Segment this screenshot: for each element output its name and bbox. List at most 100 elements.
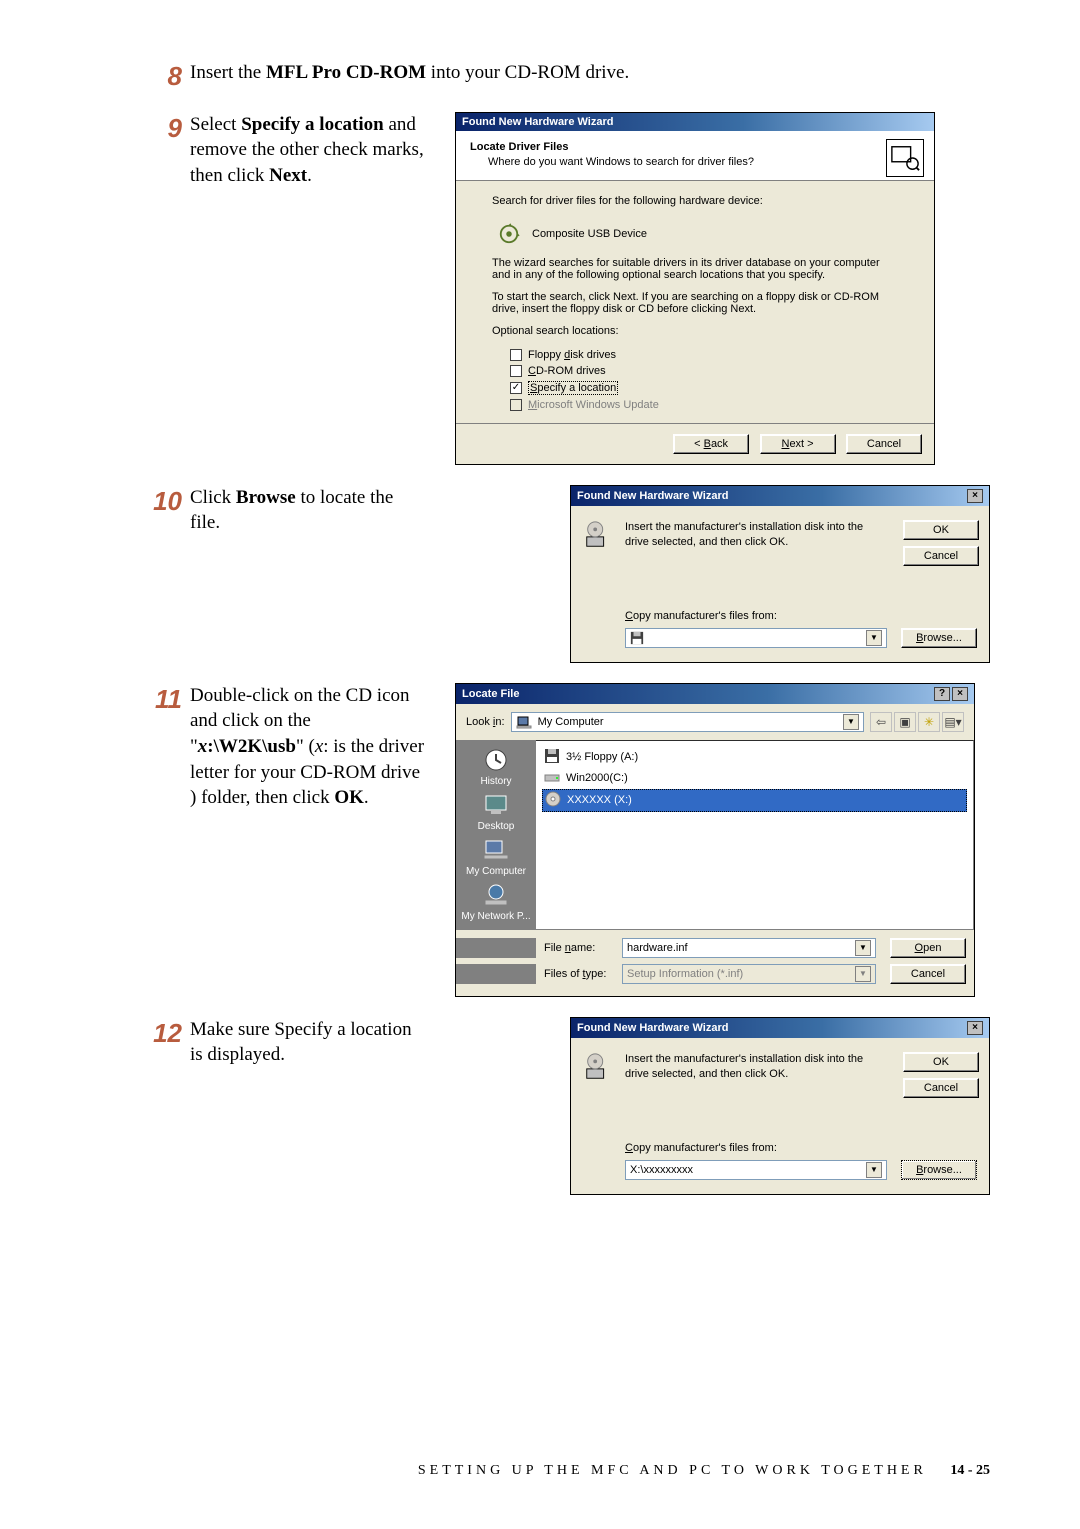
step-number: 11 <box>150 683 190 717</box>
checkbox-option: Microsoft Windows Update <box>492 397 898 413</box>
step-text: Select Specify a location and remove the… <box>190 112 425 465</box>
step-12: 12 Make sure Specify a location is displ… <box>150 1017 990 1195</box>
checkbox-label: Specify a location <box>528 381 618 395</box>
checkbox-option[interactable]: CD-ROM drives <box>492 363 898 379</box>
ok-button[interactable]: OK <box>903 1052 979 1072</box>
dialog-heading: Locate Driver Files <box>470 141 920 153</box>
ok-button[interactable]: OK <box>903 520 979 540</box>
views-icon[interactable]: ▤▾ <box>942 712 964 732</box>
close-icon[interactable]: × <box>967 489 983 503</box>
mycomputer-icon <box>479 836 513 864</box>
chevron-down-icon[interactable]: ▼ <box>855 940 871 956</box>
next-button[interactable]: Next > <box>760 434 836 454</box>
close-icon[interactable]: × <box>952 687 968 701</box>
disk-icon <box>583 520 613 550</box>
file-label: Win2000(C:) <box>566 772 628 784</box>
dialog-header: Locate Driver Files Where do you want Wi… <box>456 131 934 181</box>
chevron-down-icon[interactable]: ▼ <box>866 1162 882 1178</box>
device-icon <box>498 223 520 245</box>
filetype-combo[interactable]: Setup Information (*.inf)▼ <box>622 964 876 984</box>
cd-icon <box>545 791 561 810</box>
chevron-down-icon[interactable]: ▼ <box>866 630 882 646</box>
step-number: 12 <box>150 1017 190 1051</box>
cancel-button[interactable]: Cancel <box>846 434 922 454</box>
step-number: 8 <box>150 60 190 94</box>
step-number: 10 <box>150 485 190 519</box>
filename-label: File name: <box>544 942 614 954</box>
chevron-down-icon[interactable]: ▼ <box>843 714 859 730</box>
up-icon[interactable]: ▣ <box>894 712 916 732</box>
install-disk-dialog: Found New Hardware Wizard × Insert the m… <box>570 485 990 663</box>
network-icon <box>479 881 513 909</box>
file-label: 3½ Floppy (A:) <box>566 751 638 763</box>
file-item[interactable]: Win2000(C:) <box>542 768 967 789</box>
checkbox-icon <box>510 349 522 361</box>
device-name: Composite USB Device <box>532 228 647 240</box>
places-item[interactable]: My Network P... <box>461 881 530 922</box>
step-11: 11 Double-click on the CD icon and click… <box>150 683 990 997</box>
copy-from-label: Copy manufacturer's files from: <box>583 1142 977 1154</box>
optional-locations-label: Optional search locations: <box>492 325 898 337</box>
places-label: History <box>480 776 511 787</box>
checkbox-option[interactable]: ✓ Specify a location <box>492 379 898 397</box>
dialog-titlebar[interactable]: Found New Hardware Wizard × <box>571 486 989 506</box>
dialog-titlebar[interactable]: Found New Hardware Wizard × <box>571 1018 989 1038</box>
file-item[interactable]: XXXXXX (X:) <box>542 789 967 812</box>
wizard-p1: The wizard searches for suitable drivers… <box>492 257 898 281</box>
new-folder-icon[interactable]: ✳ <box>918 712 940 732</box>
dialog-titlebar[interactable]: Locate File ? × <box>456 684 974 704</box>
file-item[interactable]: 3½ Floppy (A:) <box>542 747 967 768</box>
page-number: 14 - 25 <box>950 1463 990 1478</box>
back-button[interactable]: < Back <box>673 434 749 454</box>
dialog-button-row: < Back Next > Cancel <box>456 423 934 464</box>
back-icon[interactable]: ⇦ <box>870 712 892 732</box>
cancel-button[interactable]: Cancel <box>903 1078 979 1098</box>
lookin-combo[interactable]: My Computer ▼ <box>511 712 864 732</box>
checkbox-option[interactable]: Floppy disk drives <box>492 347 898 363</box>
checkbox-label: Floppy disk drives <box>528 349 616 361</box>
dialog-titlebar[interactable]: Found New Hardware Wizard <box>456 113 934 131</box>
browse-button[interactable]: Browse... <box>901 1160 977 1180</box>
dialog-message: Insert the manufacturer's installation d… <box>625 520 885 550</box>
close-icon[interactable]: × <box>967 1021 983 1035</box>
desktop-icon <box>479 791 513 819</box>
footer-section: SETTING UP THE MFC AND PC TO WORK TOGETH… <box>418 1463 927 1478</box>
file-label: XXXXXX (X:) <box>567 794 632 806</box>
history-icon <box>479 746 513 774</box>
dialog-body: Search for driver files for the followin… <box>456 181 934 423</box>
copy-from-combo[interactable]: X:\xxxxxxxxx ▼ <box>625 1160 887 1180</box>
dialog-message: Insert the manufacturer's installation d… <box>625 1052 885 1082</box>
drive-icon <box>544 769 560 788</box>
places-item[interactable]: My Computer <box>466 836 526 877</box>
places-item[interactable]: History <box>479 746 513 787</box>
step-number: 9 <box>150 112 190 146</box>
search-label: Search for driver files for the followin… <box>492 195 898 207</box>
places-item[interactable]: Desktop <box>478 791 515 832</box>
copy-from-combo[interactable]: ▼ <box>625 628 887 648</box>
browse-button[interactable]: Browse... <box>901 628 977 648</box>
checkbox-label: CD-ROM drives <box>528 365 606 377</box>
cancel-button[interactable]: Cancel <box>890 964 966 984</box>
device-row: Composite USB Device <box>492 217 898 257</box>
mycomputer-icon <box>516 714 532 730</box>
help-icon[interactable]: ? <box>934 687 950 701</box>
page-footer: SETTING UP THE MFC AND PC TO WORK TOGETH… <box>0 1463 990 1479</box>
step-text: Insert the MFL Pro CD-ROM into your CD-R… <box>190 60 990 86</box>
copy-from-label: Copy manufacturer's files from: <box>583 610 977 622</box>
places-label: My Computer <box>466 866 526 877</box>
step-8: 8 Insert the MFL Pro CD-ROM into your CD… <box>150 60 990 94</box>
floppy-icon <box>544 748 560 767</box>
step-text: Make sure Specify a location is displaye… <box>190 1017 425 1195</box>
places-label: My Network P... <box>461 911 530 922</box>
open-button[interactable]: Open <box>890 938 966 958</box>
file-list[interactable]: 3½ Floppy (A:) Win2000(C:) XXXXXX (X:) <box>536 740 974 930</box>
step-text: Click Browse to locate the file. <box>190 485 425 663</box>
floppy-icon <box>630 631 644 645</box>
checkbox-icon: ✓ <box>510 382 522 394</box>
chevron-down-icon[interactable]: ▼ <box>855 966 871 982</box>
filename-input[interactable]: hardware.inf▼ <box>622 938 876 958</box>
places-bar: History Desktop My Computer My Network P... <box>456 740 536 930</box>
cancel-button[interactable]: Cancel <box>903 546 979 566</box>
wizard-locate-driver-dialog: Found New Hardware Wizard Locate Driver … <box>455 112 935 465</box>
install-disk-dialog-filled: Found New Hardware Wizard × Insert the m… <box>570 1017 990 1195</box>
